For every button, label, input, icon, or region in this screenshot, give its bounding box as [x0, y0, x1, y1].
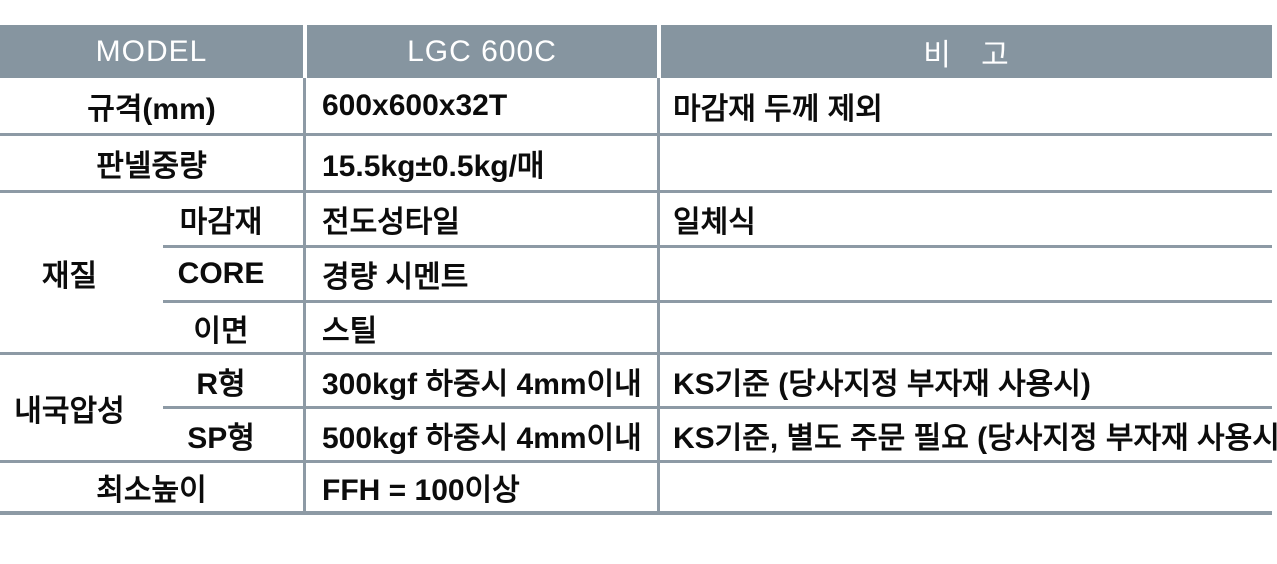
core-sub-label: CORE — [163, 245, 303, 300]
header-model-cell: MODEL — [0, 25, 303, 78]
spec-size-remark: 마감재 두께 제외 — [657, 78, 1272, 133]
core-value: 경량 시멘트 — [303, 245, 657, 300]
min-height-label: 최소높이 — [0, 460, 303, 515]
finish-remark: 일체식 — [657, 190, 1272, 245]
sp-type-sub-label: SP형 — [163, 406, 303, 460]
backside-sub-label: 이면 — [163, 300, 303, 352]
min-height-value: FFH = 100이상 — [303, 460, 657, 515]
backside-value: 스틸 — [303, 300, 657, 352]
strength-group-label: 내국압성 — [0, 352, 163, 460]
sp-type-remark: KS기준, 별도 주문 필요 (당사지정 부자재 사용시) — [657, 406, 1277, 460]
spec-size-value: 600x600x32T — [303, 78, 657, 133]
r-type-remark: KS기준 (당사지정 부자재 사용시) — [657, 352, 1272, 406]
finish-sub-label: 마감재 — [163, 190, 303, 245]
panel-weight-remark — [657, 133, 1272, 190]
sp-type-value: 500kgf 하중시 4mm이내 — [303, 406, 657, 460]
r-type-sub-label: R형 — [163, 352, 303, 406]
backside-remark — [657, 300, 1272, 352]
product-spec-table: MODEL LGC 600C 비 고 규격(mm) 600x600x32T 마감… — [0, 25, 1277, 515]
spec-size-label: 규격(mm) — [87, 92, 216, 126]
finish-value: 전도성타일 — [303, 190, 657, 245]
min-height-remark — [657, 460, 1272, 515]
core-remark — [657, 245, 1272, 300]
header-remark-cell: 비 고 — [657, 25, 1272, 78]
panel-weight-value: 15.5kg±0.5kg/매 — [303, 133, 657, 190]
material-group-label: 재질 — [0, 190, 163, 352]
header-model-value-cell: LGC 600C — [303, 25, 657, 78]
panel-weight-label: 판넬중량 — [0, 133, 303, 190]
r-type-value: 300kgf 하중시 4mm이내 — [303, 352, 657, 406]
